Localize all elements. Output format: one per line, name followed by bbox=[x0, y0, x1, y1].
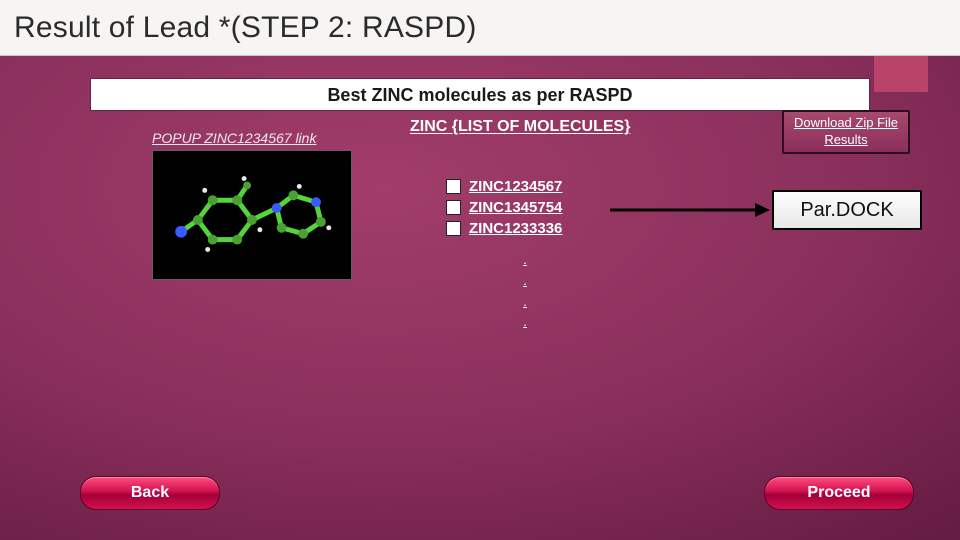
list-continuation-dots: . . . . bbox=[520, 250, 530, 333]
download-zip-label: Download Zip File Results bbox=[784, 115, 908, 149]
zinc-link[interactable]: ZINC1345754 bbox=[469, 199, 562, 216]
zinc-link[interactable]: ZINC1233336 bbox=[469, 220, 562, 237]
zinc-checkbox[interactable] bbox=[446, 200, 461, 215]
download-zip-button[interactable]: Download Zip File Results bbox=[782, 110, 910, 154]
back-label: Back bbox=[131, 484, 169, 502]
zinc-link[interactable]: ZINC1234567 bbox=[469, 178, 562, 195]
zinc-item: ZINC1234567 bbox=[446, 178, 562, 195]
zinc-checkbox[interactable] bbox=[446, 179, 461, 194]
molecule-icon bbox=[153, 151, 351, 279]
arrow-to-pardock bbox=[610, 208, 770, 210]
card-title: Best ZINC molecules as per RASPD bbox=[91, 85, 869, 106]
proceed-button[interactable]: Proceed bbox=[764, 476, 914, 510]
pardock-button[interactable]: Par.DOCK bbox=[772, 190, 922, 230]
proceed-label: Proceed bbox=[807, 484, 870, 502]
pardock-label: Par.DOCK bbox=[800, 199, 893, 222]
results-card: Best ZINC molecules as per RASPD bbox=[90, 78, 870, 111]
zinc-item: ZINC1345754 bbox=[446, 199, 562, 216]
molecule-preview bbox=[152, 150, 352, 280]
zinc-item: ZINC1233336 bbox=[446, 220, 562, 237]
back-button[interactable]: Back bbox=[80, 476, 220, 510]
zinc-checkbox[interactable] bbox=[446, 221, 461, 236]
title-bar: Result of Lead *(STEP 2: RASPD) bbox=[0, 0, 960, 56]
accent-block bbox=[874, 56, 928, 92]
zinc-molecule-list: ZINC1234567 ZINC1345754 ZINC1233336 bbox=[446, 178, 562, 241]
popup-caption: POPUP ZINC1234567 link bbox=[152, 130, 316, 146]
page-title: Result of Lead *(STEP 2: RASPD) bbox=[14, 11, 477, 45]
zinc-list-header: ZINC {LIST OF MOLECULES} bbox=[410, 118, 630, 136]
